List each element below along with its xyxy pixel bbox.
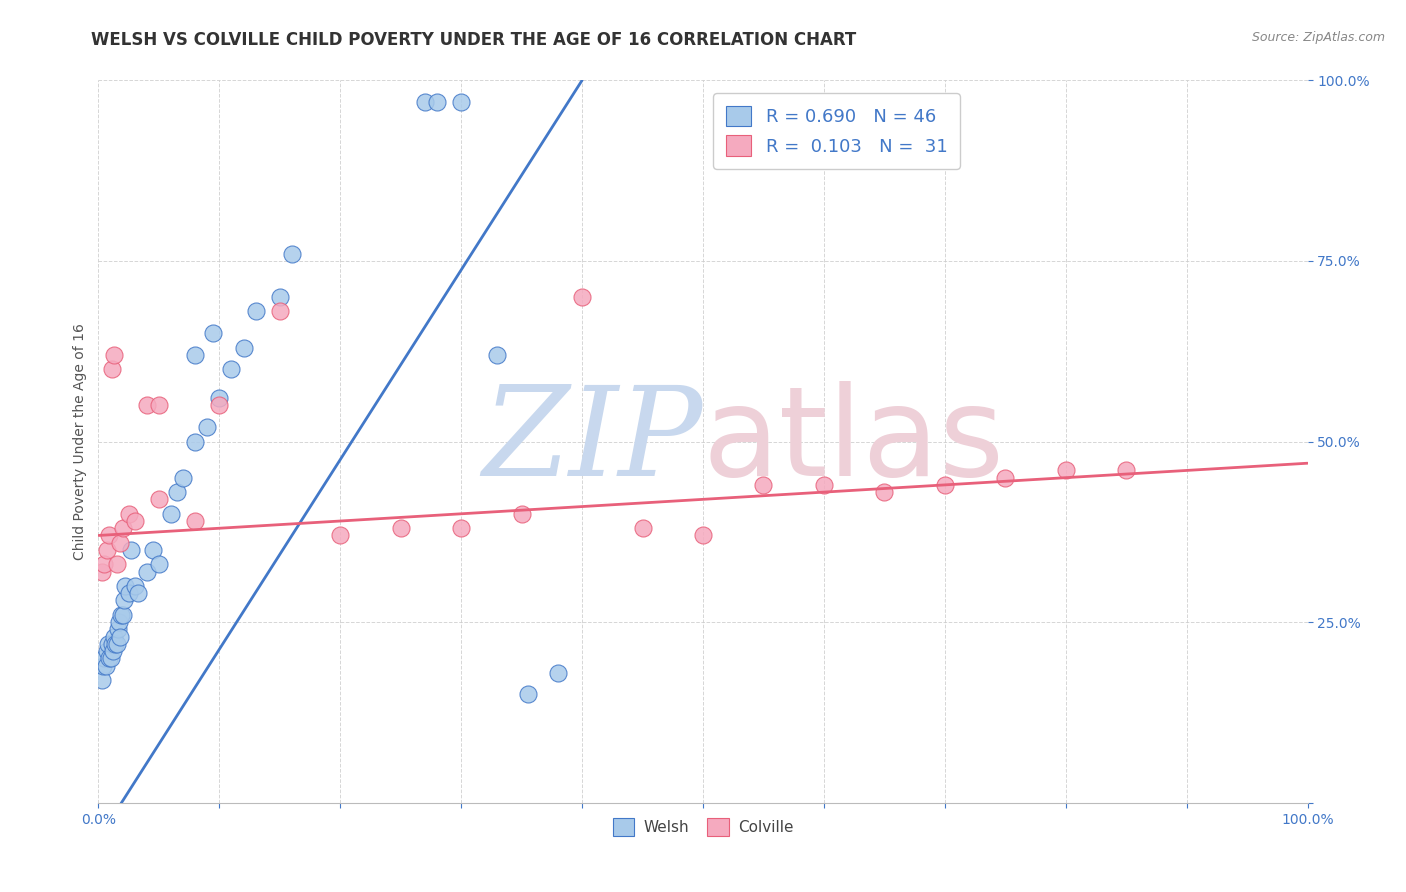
Point <box>752 478 775 492</box>
Point <box>111 607 134 622</box>
Point <box>202 326 225 340</box>
Text: atlas: atlas <box>703 381 1005 502</box>
Point <box>118 507 141 521</box>
Point <box>111 521 134 535</box>
Point <box>120 542 142 557</box>
Point <box>100 651 122 665</box>
Point <box>184 514 207 528</box>
Point <box>148 558 170 572</box>
Point <box>148 492 170 507</box>
Point <box>329 528 352 542</box>
Point <box>208 391 231 405</box>
Point <box>195 420 218 434</box>
Point <box>103 348 125 362</box>
Point <box>389 521 412 535</box>
Point <box>98 651 121 665</box>
Point <box>135 565 157 579</box>
Text: WELSH VS COLVILLE CHILD POVERTY UNDER THE AGE OF 16 CORRELATION CHART: WELSH VS COLVILLE CHILD POVERTY UNDER TH… <box>91 31 856 49</box>
Point <box>281 246 304 260</box>
Point <box>105 637 128 651</box>
Point <box>208 398 231 412</box>
Point <box>108 535 131 549</box>
Text: ZIP: ZIP <box>482 381 703 502</box>
Point <box>124 579 146 593</box>
Point <box>148 398 170 412</box>
Point <box>91 673 114 687</box>
Point <box>1115 463 1137 477</box>
Point <box>110 607 132 622</box>
Point <box>486 348 509 362</box>
Point <box>118 586 141 600</box>
Point <box>104 637 127 651</box>
Y-axis label: Child Poverty Under the Age of 16: Child Poverty Under the Age of 16 <box>73 323 87 560</box>
Point <box>631 521 654 535</box>
Point <box>97 637 120 651</box>
Point <box>100 637 122 651</box>
Point <box>426 95 449 109</box>
Point <box>93 651 115 665</box>
Point <box>934 478 956 492</box>
Point <box>873 485 896 500</box>
Point <box>160 507 183 521</box>
Point <box>692 528 714 542</box>
Point <box>96 542 118 557</box>
Point <box>96 644 118 658</box>
Point <box>232 341 254 355</box>
Point <box>269 290 291 304</box>
Point <box>184 348 207 362</box>
Point <box>221 362 243 376</box>
Point <box>813 478 835 492</box>
Point <box>994 470 1017 484</box>
Point <box>91 658 114 673</box>
Point <box>269 304 291 318</box>
Point <box>571 290 593 304</box>
Point <box>94 658 117 673</box>
Point <box>135 398 157 412</box>
Point <box>108 630 131 644</box>
Point <box>98 528 121 542</box>
Point <box>516 687 538 701</box>
Point <box>93 558 115 572</box>
Point <box>413 95 436 109</box>
Point <box>107 623 129 637</box>
Point <box>127 586 149 600</box>
Point <box>547 665 569 680</box>
Point <box>103 630 125 644</box>
Point <box>100 362 122 376</box>
Point <box>124 514 146 528</box>
Point <box>142 542 165 557</box>
Point <box>450 95 472 109</box>
Point <box>108 615 131 630</box>
Point <box>105 558 128 572</box>
Point <box>114 579 136 593</box>
Point <box>101 644 124 658</box>
Point <box>1054 463 1077 477</box>
Point <box>172 470 194 484</box>
Point <box>184 434 207 449</box>
Text: Source: ZipAtlas.com: Source: ZipAtlas.com <box>1251 31 1385 45</box>
Point <box>245 304 267 318</box>
Point <box>91 565 114 579</box>
Point <box>510 507 533 521</box>
Point <box>450 521 472 535</box>
Point <box>166 485 188 500</box>
Point <box>112 593 135 607</box>
Legend: Welsh, Colville: Welsh, Colville <box>606 813 800 842</box>
